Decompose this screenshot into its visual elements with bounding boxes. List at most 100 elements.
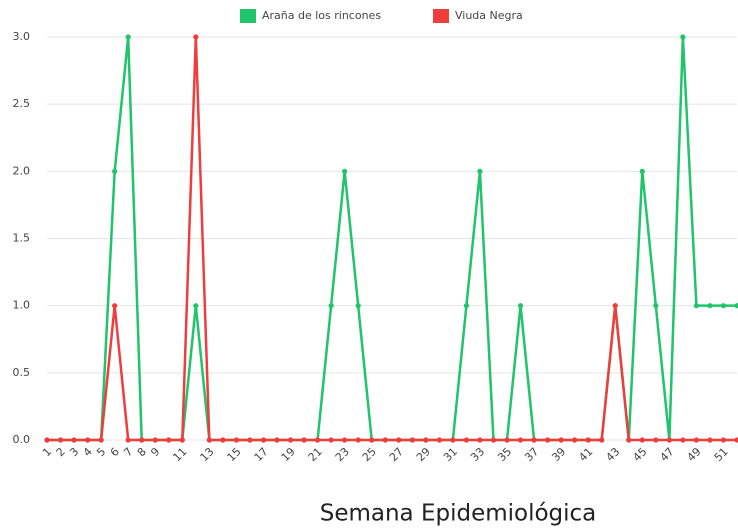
data-point bbox=[139, 437, 145, 443]
data-point bbox=[639, 168, 645, 174]
data-point bbox=[463, 437, 470, 443]
x-tick-label: 35 bbox=[495, 445, 514, 464]
data-point bbox=[572, 437, 578, 443]
data-point bbox=[233, 437, 240, 443]
data-point bbox=[477, 437, 483, 443]
x-tick-label: 21 bbox=[306, 445, 325, 464]
data-point bbox=[680, 437, 686, 443]
x-tick-label: 25 bbox=[360, 445, 379, 464]
data-point bbox=[44, 437, 50, 443]
data-point bbox=[558, 437, 564, 443]
data-point bbox=[544, 437, 551, 443]
x-tick-label: 37 bbox=[522, 445, 541, 464]
data-point bbox=[720, 303, 727, 309]
data-point bbox=[193, 34, 199, 40]
data-point bbox=[612, 303, 618, 309]
data-point bbox=[693, 303, 700, 309]
data-point bbox=[720, 437, 727, 443]
x-tick-label: 17 bbox=[252, 445, 271, 464]
data-point bbox=[179, 437, 185, 443]
data-point bbox=[423, 437, 429, 443]
x-tick-label: 47 bbox=[658, 445, 677, 464]
x-tick-label: 3 bbox=[67, 445, 81, 459]
data-point bbox=[734, 437, 738, 443]
series-line bbox=[47, 35, 737, 442]
y-tick-label: 1.5 bbox=[13, 232, 31, 245]
data-point bbox=[653, 437, 659, 443]
data-point bbox=[57, 437, 64, 443]
x-tick-label: 7 bbox=[121, 445, 135, 459]
y-tick-label: 0.0 bbox=[13, 433, 31, 446]
data-point bbox=[653, 303, 659, 309]
data-point bbox=[639, 437, 645, 443]
data-point bbox=[477, 168, 483, 174]
data-point bbox=[693, 437, 700, 443]
data-point bbox=[125, 437, 131, 443]
data-point bbox=[260, 437, 267, 443]
data-point bbox=[193, 303, 199, 309]
x-tick-label: 13 bbox=[198, 445, 217, 464]
data-point bbox=[707, 303, 713, 309]
x-tick-label: 31 bbox=[441, 445, 460, 464]
data-point bbox=[436, 437, 442, 443]
x-tick-label: 27 bbox=[387, 445, 406, 464]
x-tick-label: 51 bbox=[712, 445, 731, 464]
x-tick-label: 19 bbox=[279, 445, 298, 464]
data-point bbox=[504, 437, 510, 443]
data-point bbox=[409, 437, 415, 443]
x-tick-label: 1 bbox=[40, 445, 54, 459]
x-tick-label: 39 bbox=[549, 445, 568, 464]
data-point bbox=[166, 437, 172, 443]
data-point bbox=[531, 437, 537, 443]
data-point bbox=[328, 437, 334, 443]
x-tick-label: 5 bbox=[94, 445, 108, 459]
data-point bbox=[125, 34, 131, 40]
x-tick-label: 41 bbox=[576, 445, 595, 464]
legend-label: Viuda Negra bbox=[455, 9, 523, 22]
y-tick-label: 3.0 bbox=[13, 30, 31, 43]
data-point bbox=[734, 303, 738, 309]
data-point bbox=[342, 437, 348, 443]
x-tick-label: 49 bbox=[685, 445, 704, 464]
data-point bbox=[328, 303, 334, 309]
x-tick-label: 11 bbox=[170, 445, 189, 464]
data-point bbox=[112, 303, 118, 309]
legend-swatch bbox=[240, 9, 256, 23]
y-tick-label: 1.0 bbox=[13, 299, 31, 312]
data-point bbox=[206, 437, 212, 443]
x-tick-label: 45 bbox=[630, 445, 649, 464]
data-point bbox=[355, 303, 361, 309]
data-point bbox=[220, 437, 226, 443]
data-point bbox=[98, 437, 104, 443]
data-point bbox=[382, 437, 388, 443]
data-point bbox=[626, 437, 632, 443]
data-point bbox=[84, 437, 91, 443]
data-point bbox=[314, 437, 321, 443]
x-tick-label: 23 bbox=[333, 445, 352, 464]
x-tick-label: 43 bbox=[603, 445, 622, 464]
data-point bbox=[666, 437, 672, 443]
data-point bbox=[396, 437, 402, 443]
x-tick-label: 9 bbox=[148, 445, 162, 459]
data-point bbox=[599, 437, 605, 443]
data-point bbox=[585, 437, 591, 443]
data-point bbox=[287, 437, 294, 443]
data-point bbox=[355, 437, 361, 443]
data-point bbox=[707, 437, 713, 443]
data-point bbox=[517, 303, 524, 309]
data-point bbox=[152, 437, 158, 443]
x-tick-label: 29 bbox=[414, 445, 433, 464]
x-tick-label: 6 bbox=[108, 445, 122, 459]
data-point bbox=[301, 437, 307, 443]
legend-label: Araña de los rincones bbox=[262, 9, 381, 22]
y-tick-label: 2.5 bbox=[13, 97, 31, 110]
x-tick-label: 33 bbox=[468, 445, 487, 464]
y-tick-label: 2.0 bbox=[13, 164, 31, 177]
x-tick-label: 8 bbox=[135, 445, 149, 459]
data-point bbox=[112, 168, 118, 174]
data-point bbox=[680, 34, 686, 40]
x-tick-label: 4 bbox=[81, 445, 95, 459]
x-tick-label: 2 bbox=[54, 445, 68, 459]
data-point bbox=[450, 437, 456, 443]
